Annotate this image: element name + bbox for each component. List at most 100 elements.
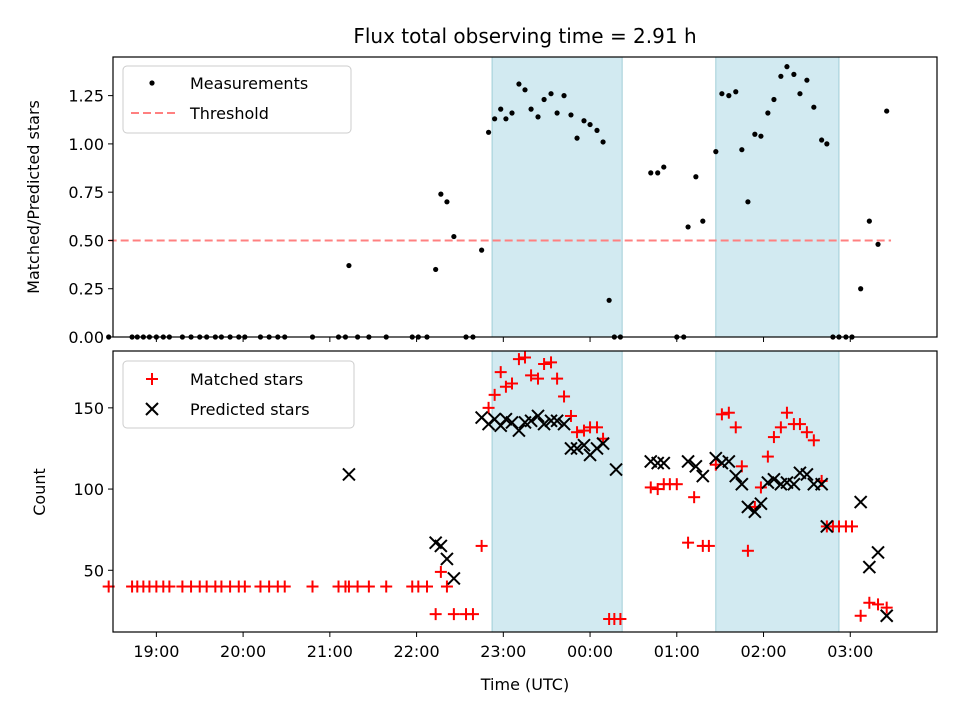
predicted-point: [741, 500, 755, 514]
x-tick-label: 03:00: [827, 642, 873, 661]
predicted-point: [722, 454, 736, 469]
predicted-point: [544, 414, 558, 428]
measurement-point: [713, 149, 719, 155]
predicted-point: [814, 477, 829, 491]
predicted-point: [447, 571, 461, 586]
matched-point: [682, 536, 695, 549]
matched-point: [519, 351, 531, 364]
x-tick-label: 02:00: [740, 642, 786, 661]
measurement-point: [548, 91, 554, 97]
matched-point: [380, 580, 393, 593]
shaded-interval-1: [491, 56, 623, 338]
matched-point: [499, 380, 512, 393]
measurement-point: [685, 224, 691, 230]
measurement-point: [875, 241, 881, 247]
matched-point: [475, 539, 488, 552]
legend-marker-predicted: [145, 402, 159, 416]
measurement-point: [561, 93, 567, 99]
y-tick-label: 0.00: [68, 328, 104, 347]
matched-point: [532, 372, 545, 385]
measurement-point: [858, 286, 864, 292]
matched-point: [807, 434, 820, 447]
predicted-point: [657, 456, 671, 470]
y-tick-label: 150: [73, 399, 104, 418]
predicted-point: [767, 472, 781, 487]
predicted-point: [570, 441, 584, 456]
measurement-point: [752, 131, 758, 137]
matched-point: [434, 565, 447, 578]
measurement-point: [758, 133, 764, 139]
measurement-point: [438, 191, 444, 197]
matched-point: [466, 608, 479, 621]
matched-point: [538, 357, 551, 370]
y-tick-label: 0.50: [68, 231, 104, 250]
measurement-point: [804, 77, 810, 83]
measurement-point: [824, 141, 830, 147]
legend-label-measurements: Measurements: [190, 74, 308, 93]
measurement-point: [884, 108, 890, 114]
predicted-point: [748, 505, 762, 519]
matched-point: [774, 421, 787, 434]
measurement-point: [541, 96, 547, 103]
predicted-point: [342, 467, 356, 482]
ratio-panel-frame: [112, 56, 938, 338]
count-legend: Matched stars Predicted stars: [122, 360, 355, 429]
legend-marker-measurements: [149, 80, 155, 86]
matched-point: [780, 406, 793, 419]
matched-point: [545, 356, 558, 369]
predicted-point: [729, 469, 743, 483]
x-tick-label: 01:00: [654, 642, 700, 661]
matched-point: [761, 450, 774, 463]
matched-point: [845, 520, 858, 533]
shaded-interval-1: [491, 350, 623, 633]
matched-point: [880, 601, 893, 614]
measurement-point: [661, 164, 667, 170]
measurement-point: [516, 81, 522, 87]
matched-point: [447, 608, 460, 621]
matched-point: [238, 580, 251, 593]
matched-point: [729, 421, 742, 434]
y-tick-label: 0.25: [68, 280, 104, 299]
x-tick-label: 20:00: [220, 642, 266, 661]
measurement-point: [528, 106, 534, 112]
matched-point: [863, 596, 876, 609]
count-panel: 50 100 150 19:00 20:00 21:00 22:00 23:00 00:00 0…: [30, 350, 938, 694]
measurement-point: [726, 93, 732, 99]
predicted-point: [735, 477, 749, 491]
measurement-point: [797, 91, 803, 97]
predicted-point: [651, 456, 665, 470]
matched-point: [362, 580, 375, 593]
measurement-point: [594, 127, 600, 133]
predicted-point: [596, 436, 610, 451]
matched-point: [420, 580, 433, 593]
matched-point: [351, 580, 364, 593]
predicted-point: [524, 414, 538, 428]
measurement-point: [554, 110, 560, 116]
measurement-point: [778, 73, 784, 79]
predicted-point: [800, 467, 814, 482]
predicted-point: [512, 423, 526, 438]
predicted-point: [696, 469, 710, 483]
measurement-point: [485, 129, 492, 135]
matched-point: [590, 421, 603, 434]
measurement-point: [574, 135, 580, 141]
measurement-point: [522, 87, 528, 93]
matched-point: [571, 426, 584, 439]
matched-point: [614, 613, 627, 626]
matched-point: [440, 580, 453, 593]
measurement-point: [509, 110, 515, 116]
x-tick-label: 00:00: [567, 642, 613, 661]
measurement-point: [600, 139, 606, 145]
matched-point: [494, 366, 507, 379]
matched-point: [872, 598, 885, 611]
measurement-point: [700, 218, 706, 224]
x-tick-label: 23:00: [480, 642, 526, 661]
measurement-point: [433, 266, 439, 273]
matched-point: [306, 580, 319, 593]
matched-point: [767, 431, 780, 444]
measurement-point: [745, 199, 751, 205]
x-tick-label: 21:00: [307, 642, 353, 661]
predicted-point: [871, 545, 885, 560]
measurement-point: [587, 121, 593, 128]
measurement-point: [492, 116, 498, 122]
